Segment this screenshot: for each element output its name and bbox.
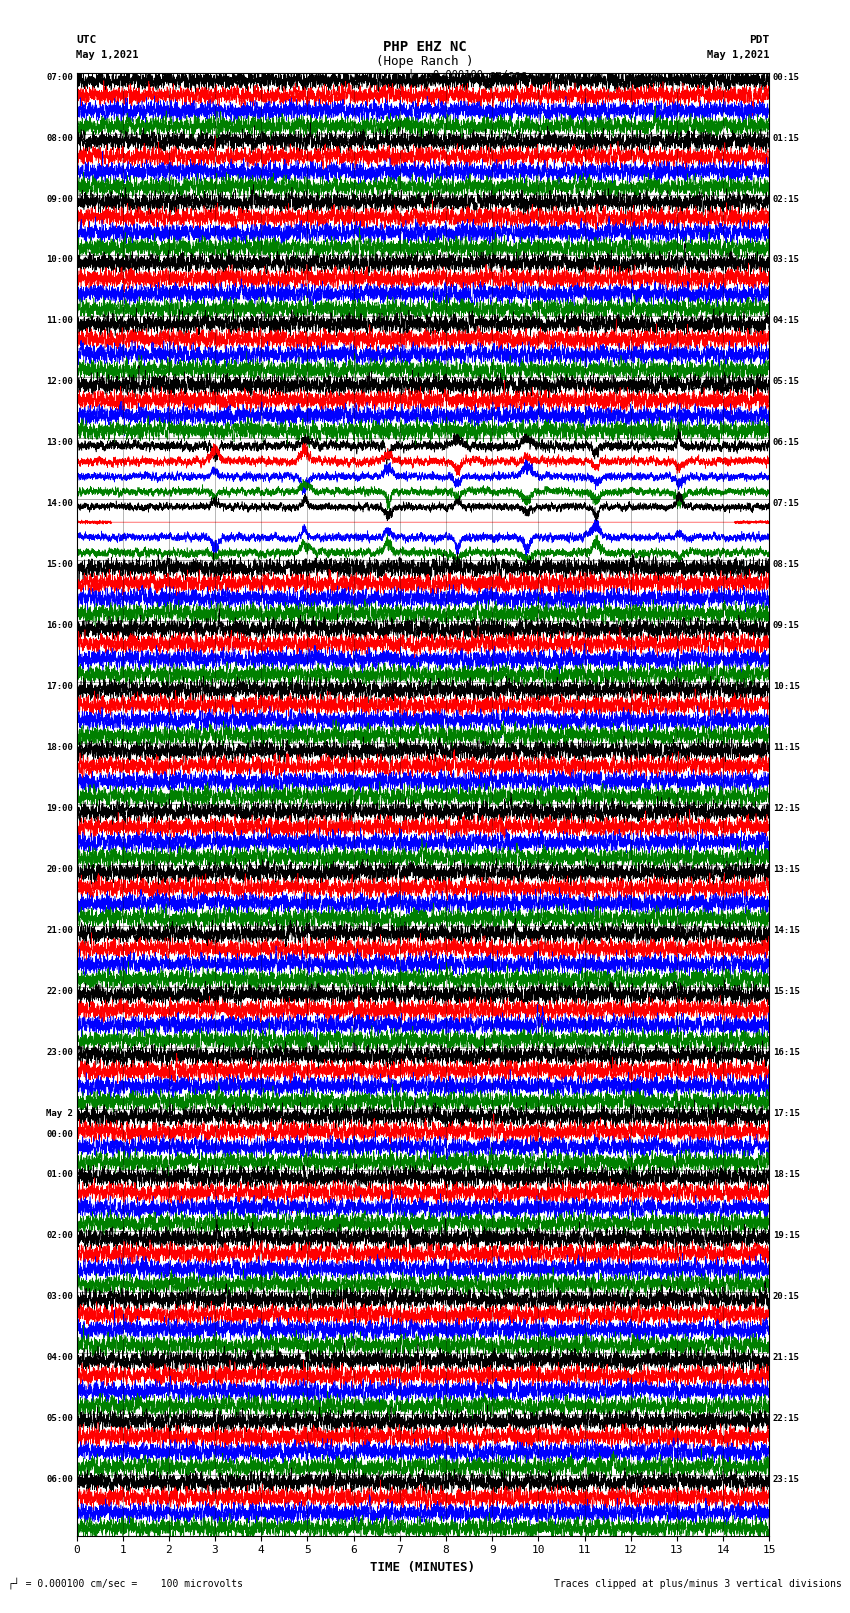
Text: 00:00: 00:00 — [46, 1131, 73, 1139]
Text: 21:00: 21:00 — [46, 926, 73, 936]
Text: 17:15: 17:15 — [773, 1108, 800, 1118]
Text: 20:15: 20:15 — [773, 1292, 800, 1300]
Text: 12:15: 12:15 — [773, 805, 800, 813]
Text: 02:15: 02:15 — [773, 195, 800, 203]
Text: 11:00: 11:00 — [46, 316, 73, 326]
Text: PDT: PDT — [749, 35, 769, 45]
Text: ┌┘ = 0.000100 cm/sec =    100 microvolts: ┌┘ = 0.000100 cm/sec = 100 microvolts — [8, 1578, 243, 1589]
Text: 14:00: 14:00 — [46, 500, 73, 508]
Text: 22:00: 22:00 — [46, 987, 73, 995]
Text: May 1,2021: May 1,2021 — [76, 50, 139, 60]
Text: 09:00: 09:00 — [46, 195, 73, 203]
Text: 20:00: 20:00 — [46, 865, 73, 874]
Text: 08:15: 08:15 — [773, 560, 800, 569]
Text: 22:15: 22:15 — [773, 1413, 800, 1423]
Text: 09:15: 09:15 — [773, 621, 800, 631]
Text: 01:00: 01:00 — [46, 1169, 73, 1179]
Text: Traces clipped at plus/minus 3 vertical divisions: Traces clipped at plus/minus 3 vertical … — [553, 1579, 842, 1589]
Text: 14:15: 14:15 — [773, 926, 800, 936]
Text: 17:00: 17:00 — [46, 682, 73, 690]
Text: 08:00: 08:00 — [46, 134, 73, 142]
Text: 03:15: 03:15 — [773, 255, 800, 265]
Text: 19:15: 19:15 — [773, 1231, 800, 1240]
Text: May 2: May 2 — [46, 1108, 73, 1118]
Text: PHP EHZ NC: PHP EHZ NC — [383, 40, 467, 55]
Text: 16:15: 16:15 — [773, 1048, 800, 1057]
Text: 01:15: 01:15 — [773, 134, 800, 142]
Text: 00:15: 00:15 — [773, 73, 800, 82]
Text: 11:15: 11:15 — [773, 744, 800, 752]
Text: 06:00: 06:00 — [46, 1474, 73, 1484]
Text: 12:00: 12:00 — [46, 377, 73, 387]
Text: 16:00: 16:00 — [46, 621, 73, 631]
Text: 23:15: 23:15 — [773, 1474, 800, 1484]
Text: (Hope Ranch ): (Hope Ranch ) — [377, 55, 473, 68]
Text: 07:15: 07:15 — [773, 500, 800, 508]
Text: 04:00: 04:00 — [46, 1353, 73, 1361]
Text: 10:00: 10:00 — [46, 255, 73, 265]
Text: 18:15: 18:15 — [773, 1169, 800, 1179]
X-axis label: TIME (MINUTES): TIME (MINUTES) — [371, 1561, 475, 1574]
Text: 10:15: 10:15 — [773, 682, 800, 690]
Text: 23:00: 23:00 — [46, 1048, 73, 1057]
Text: UTC: UTC — [76, 35, 97, 45]
Text: 05:15: 05:15 — [773, 377, 800, 387]
Text: 13:15: 13:15 — [773, 865, 800, 874]
Text: 07:00: 07:00 — [46, 73, 73, 82]
Text: May 1,2021: May 1,2021 — [706, 50, 769, 60]
Text: │ = 0.000100 cm/sec: │ = 0.000100 cm/sec — [408, 68, 527, 79]
Text: 03:00: 03:00 — [46, 1292, 73, 1300]
Text: 21:15: 21:15 — [773, 1353, 800, 1361]
Text: 19:00: 19:00 — [46, 805, 73, 813]
Text: 06:15: 06:15 — [773, 439, 800, 447]
Text: 18:00: 18:00 — [46, 744, 73, 752]
Text: 04:15: 04:15 — [773, 316, 800, 326]
Text: 05:00: 05:00 — [46, 1413, 73, 1423]
Text: 13:00: 13:00 — [46, 439, 73, 447]
Text: 02:00: 02:00 — [46, 1231, 73, 1240]
Text: 15:15: 15:15 — [773, 987, 800, 995]
Text: 15:00: 15:00 — [46, 560, 73, 569]
